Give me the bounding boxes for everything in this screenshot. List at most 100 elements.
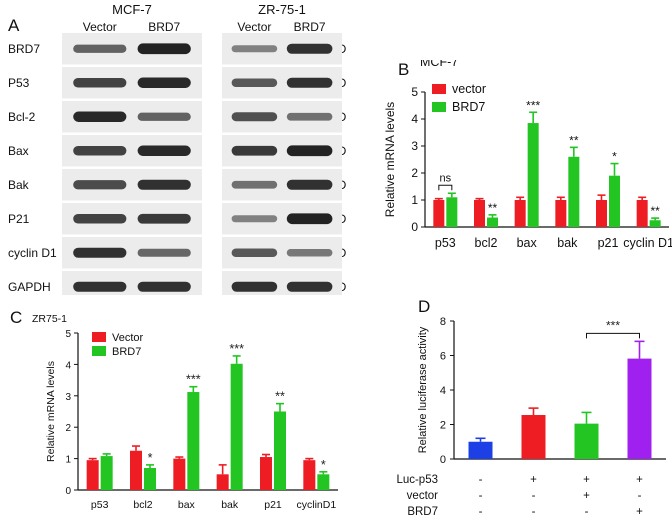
chart-d: 0 2 4 6 8 Relative luciferase activity *** Luc-…	[396, 316, 666, 518]
blot-protein-label: cyclin D1	[8, 246, 57, 260]
significance-label: *	[321, 458, 326, 472]
legend-label: vector	[452, 82, 486, 96]
significance-bracket	[438, 184, 453, 191]
blot-band	[231, 180, 278, 189]
x-tick-label: bcl2	[133, 499, 152, 511]
chart-title: MCF-7	[420, 60, 458, 69]
bar	[260, 457, 272, 490]
blot-band	[137, 112, 191, 121]
blot-group-title: ZR-75-1	[258, 2, 306, 17]
y-tick-label: 0	[411, 220, 418, 234]
blot-band	[286, 43, 333, 54]
y-axis-label: Relative mRNA levels	[383, 102, 397, 217]
significance-bracket	[586, 332, 640, 339]
condition-sign: -	[479, 474, 483, 486]
blot-band	[231, 45, 278, 53]
blot-band	[231, 78, 278, 88]
blot-band	[231, 215, 278, 223]
bar	[521, 415, 546, 459]
x-tick-label: bak	[221, 499, 239, 511]
x-tick-label: p21	[598, 236, 619, 250]
bar	[527, 123, 539, 227]
blot-protein-label: GAPDH	[8, 280, 51, 294]
legend-swatch	[92, 332, 106, 342]
bar	[555, 200, 567, 227]
bar	[649, 220, 661, 227]
y-tick-label: 8	[440, 316, 446, 328]
blot-band	[231, 281, 278, 292]
blot-band	[73, 281, 127, 292]
x-tick-label: bak	[557, 236, 578, 250]
condition-sign: -	[479, 490, 483, 502]
bar	[446, 197, 458, 227]
legend-swatch	[432, 84, 446, 94]
blot-band	[137, 213, 191, 224]
y-tick-label: 4	[440, 385, 446, 397]
blot-protein-label: BRD7	[8, 42, 40, 56]
legend-swatch	[92, 346, 106, 356]
x-tick-label: cyclinD1	[296, 499, 336, 511]
y-tick-label: 0	[65, 486, 71, 497]
bar	[230, 363, 243, 490]
blot-band	[286, 179, 333, 190]
blot-band	[231, 248, 278, 258]
significance-label: ***	[186, 373, 201, 387]
x-tick-label: p53	[91, 499, 109, 511]
blot-band	[286, 77, 333, 88]
bar	[627, 358, 652, 459]
y-axis-label: Relative luciferase activity	[417, 326, 429, 453]
y-tick-label: 6	[440, 351, 446, 363]
y-tick-label: 4	[411, 112, 418, 126]
y-tick-label: 1	[65, 455, 71, 466]
y-tick-label: 4	[65, 360, 71, 371]
blot-band	[73, 44, 127, 53]
bar	[596, 200, 607, 227]
bar	[86, 460, 99, 490]
bar	[317, 474, 330, 490]
significance-label: **	[569, 133, 579, 147]
x-tick-label: p53	[435, 236, 456, 250]
y-tick-label: 1	[411, 193, 418, 207]
bar	[487, 217, 498, 227]
blot-band	[73, 78, 127, 88]
significance-label: **	[275, 390, 285, 404]
chart-title: ZR75-1	[32, 313, 67, 325]
legend-label: BRD7	[112, 346, 141, 358]
blot-protein-label: P53	[8, 76, 30, 90]
blot-band	[286, 145, 333, 157]
blot-lane-label: Vector	[237, 20, 271, 34]
y-tick-label: 5	[65, 329, 71, 340]
bar	[144, 468, 156, 490]
significance-label: ns	[440, 172, 452, 184]
bar	[574, 423, 599, 459]
significance-label: **	[650, 204, 660, 218]
blot-protein-label: Bak	[8, 178, 30, 192]
blot-group-title: MCF-7	[112, 2, 152, 17]
bar	[274, 411, 286, 490]
condition-sign: -	[532, 506, 536, 518]
significance-label: ***	[606, 318, 620, 332]
blot-lane-label: BRD7	[294, 20, 326, 34]
condition-label: BRD7	[407, 506, 438, 518]
condition-sign: +	[530, 474, 537, 486]
significance-label: ***	[229, 342, 244, 356]
bar	[216, 474, 229, 490]
blot-band	[231, 112, 278, 122]
bar	[514, 200, 526, 227]
blot-band	[286, 213, 333, 225]
panel-d-letter: D	[418, 297, 431, 316]
blot-band	[137, 281, 191, 292]
blot-band	[231, 145, 278, 156]
panel-c-letter: C	[10, 308, 23, 327]
y-tick-label: 2	[440, 420, 446, 432]
condition-sign: -	[638, 490, 642, 502]
condition-sign: -	[585, 506, 589, 518]
x-tick-label: bcl2	[475, 236, 498, 250]
blot-band	[73, 146, 127, 156]
condition-label: vector	[407, 490, 438, 502]
bar	[187, 392, 200, 490]
y-tick-label: 3	[65, 392, 71, 403]
y-axis-label: Relative mRNA levels	[45, 361, 57, 462]
